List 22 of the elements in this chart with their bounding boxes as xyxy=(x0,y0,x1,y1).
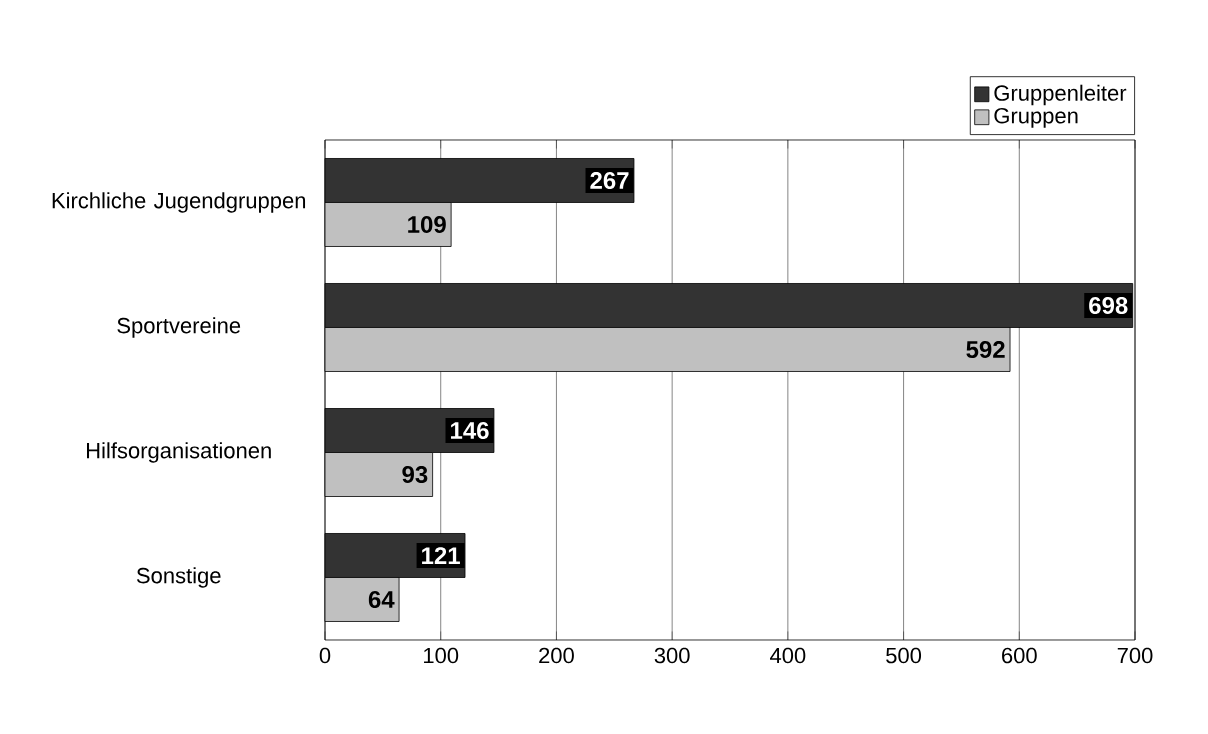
x-tick-label: 300 xyxy=(654,647,690,664)
data-label: 146 xyxy=(451,422,489,439)
x-tick-label: 400 xyxy=(770,647,806,664)
x-tick-label: 0 xyxy=(319,647,331,664)
x-tick-label: 200 xyxy=(539,647,574,664)
legend-label: Gruppenleiter xyxy=(994,84,1127,106)
x-tick-label: 500 xyxy=(886,647,922,664)
data-label: 109 xyxy=(408,216,446,233)
x-tick-label: 100 xyxy=(424,647,459,664)
y-tick-label: Sportvereine xyxy=(117,317,241,338)
data-label: 93 xyxy=(402,465,428,484)
y-tick-label: Hilfsorganisationen xyxy=(87,442,271,463)
legend-label: Gruppen xyxy=(994,107,1078,128)
y-tick-label: Kirchliche Jugendgruppen xyxy=(52,192,306,213)
x-tick-label: 600 xyxy=(1002,647,1037,664)
data-label: 592 xyxy=(966,341,1005,358)
x-tick-label: 700 xyxy=(1117,647,1153,664)
data-label: 121 xyxy=(422,547,460,564)
y-tick-label: Sonstige xyxy=(136,567,221,588)
data-label: 267 xyxy=(590,172,629,189)
data-label: 698 xyxy=(1089,297,1128,314)
data-label: 64 xyxy=(368,591,395,608)
